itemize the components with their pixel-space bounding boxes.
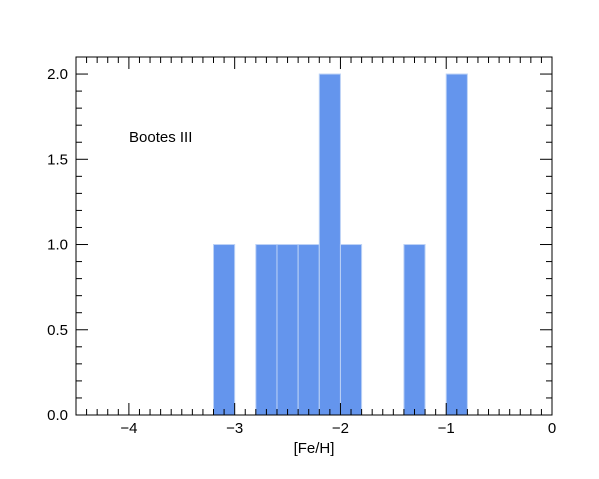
plot-frame: [75, 56, 553, 416]
y-tick-labels: 0.0 0.5 1.0 1.5 2.0: [47, 66, 68, 424]
histogram-bar-3: [297, 244, 320, 416]
y-tick-label: 0.0: [47, 407, 68, 424]
histogram-bars: [213, 73, 468, 416]
y-tick-label: 0.5: [47, 322, 68, 339]
histogram-bar-5: [339, 244, 363, 416]
x-tick-label: −4: [120, 420, 137, 437]
x-tick-label: −2: [332, 420, 349, 437]
x-axis-label: [Fe/H]: [294, 440, 335, 457]
histogram-bar-0: [213, 244, 236, 416]
x-tick-label: −3: [226, 420, 243, 437]
histogram-bar-4: [318, 73, 341, 416]
x-tick-label: 0: [548, 420, 556, 437]
histogram-bar-2: [276, 244, 299, 416]
histogram-bar-7: [445, 73, 468, 416]
axis-ticks: [75, 56, 553, 416]
x-tick-labels: −4 −3 −2 −1 0: [120, 420, 556, 437]
y-tick-label: 2.0: [47, 66, 68, 83]
galaxy-annotation: Bootes III: [129, 129, 192, 146]
y-tick-label: 1.5: [47, 151, 68, 168]
histogram-bar-6: [403, 244, 426, 416]
histogram-bar-1: [255, 244, 278, 416]
x-tick-label: −1: [438, 420, 455, 437]
y-tick-label: 1.0: [47, 237, 68, 254]
